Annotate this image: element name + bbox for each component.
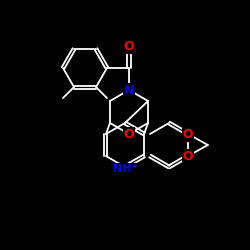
Text: O: O: [124, 40, 134, 52]
Text: O: O: [183, 128, 193, 140]
Text: O: O: [183, 150, 193, 162]
Text: NH⁺: NH⁺: [113, 164, 137, 174]
Text: N: N: [124, 84, 134, 96]
Text: O: O: [124, 128, 134, 140]
